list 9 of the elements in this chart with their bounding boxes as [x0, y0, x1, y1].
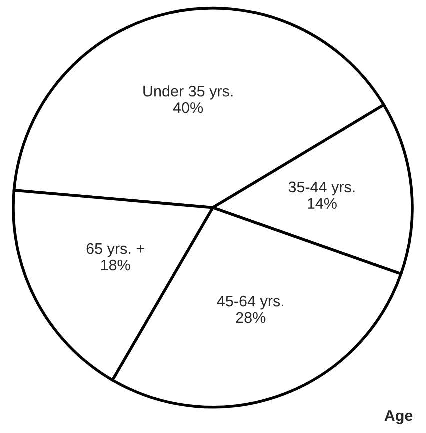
- data-label: 14%: [308, 198, 337, 210]
- slice-label: 35-44 yrs.: [288, 182, 355, 196]
- data-label: 40%: [173, 102, 204, 114]
- slice-label: 65 yrs. +: [86, 243, 144, 258]
- text: Age: [384, 410, 413, 424]
- data-label: 28%: [236, 312, 266, 324]
- slice-label: 45-64 yrs.: [217, 296, 284, 310]
- slice-label: Under 35 yrs.: [144, 86, 233, 100]
- data-label: 18%: [101, 260, 130, 271]
